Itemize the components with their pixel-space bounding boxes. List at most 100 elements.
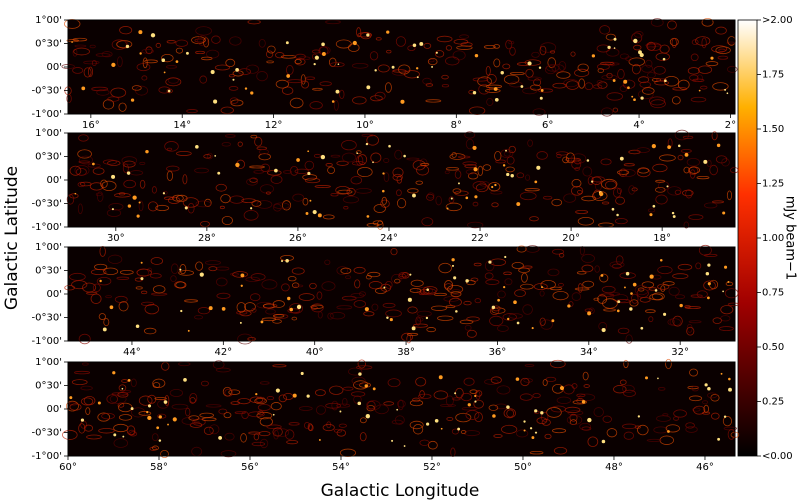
emission-filament — [160, 449, 169, 459]
point-source — [455, 310, 458, 313]
emission-filament — [82, 362, 89, 366]
point-source — [339, 410, 342, 413]
emission-filament — [682, 135, 694, 139]
emission-filament — [356, 365, 373, 370]
emission-filament — [304, 421, 311, 429]
emission-filament — [209, 424, 220, 435]
emission-filament — [655, 179, 666, 183]
emission-filament — [294, 284, 304, 288]
point-source — [623, 286, 626, 289]
emission-filament — [552, 290, 569, 301]
point-source — [540, 411, 544, 415]
emission-filament — [673, 409, 687, 418]
emission-filament — [473, 399, 484, 409]
emission-filament — [725, 281, 734, 287]
emission-filament — [638, 76, 650, 84]
emission-filament — [329, 311, 346, 320]
emission-filament — [114, 192, 131, 198]
emission-filament — [239, 310, 252, 317]
emission-filament — [409, 399, 424, 407]
emission-filament — [606, 428, 618, 438]
x-tick-label: 2° — [725, 120, 736, 131]
emission-filament — [259, 184, 274, 194]
emission-filament — [463, 300, 472, 306]
emission-filament — [527, 139, 533, 147]
emission-filament — [385, 281, 393, 289]
point-source — [698, 89, 701, 92]
emission-filament — [195, 200, 212, 208]
point-source — [527, 61, 532, 66]
emission-filament — [261, 317, 277, 322]
point-source — [722, 290, 724, 293]
emission-filament — [351, 391, 366, 397]
emission-filament — [342, 397, 348, 407]
emission-filament — [83, 60, 100, 65]
point-source — [671, 211, 675, 215]
emission-filament — [215, 266, 230, 271]
emission-filament — [339, 89, 345, 100]
point-source — [633, 98, 636, 102]
emission-filament — [614, 218, 628, 225]
point-source — [472, 91, 477, 95]
point-source — [630, 292, 633, 295]
point-source — [409, 273, 412, 276]
point-source — [457, 427, 461, 431]
emission-filament — [582, 166, 593, 177]
emission-filament — [237, 141, 243, 147]
emission-filament — [258, 38, 266, 48]
emission-filament — [645, 309, 656, 314]
emission-filament — [563, 193, 577, 203]
emission-filament — [370, 152, 382, 163]
point-source — [707, 296, 710, 300]
emission-filament — [466, 329, 477, 338]
point-source — [214, 154, 217, 157]
emission-filament — [69, 272, 86, 281]
emission-filament — [107, 254, 123, 264]
emission-filament — [84, 424, 94, 432]
emission-filament — [138, 200, 144, 212]
emission-filament — [491, 202, 499, 208]
emission-filament — [415, 377, 427, 387]
emission-filament — [374, 404, 389, 415]
emission-filament — [220, 450, 237, 458]
emission-filament — [301, 80, 310, 89]
colorbar-tick-label: 0.75 — [762, 288, 784, 299]
emission-filament — [136, 268, 150, 278]
point-source — [306, 394, 310, 398]
emission-filament — [294, 59, 302, 65]
point-source — [534, 409, 538, 413]
point-source — [616, 309, 620, 313]
point-source — [163, 400, 168, 404]
emission-filament — [245, 276, 260, 282]
y-tick-label: 1°00' — [35, 242, 62, 253]
point-source — [726, 92, 729, 95]
point-source — [599, 191, 604, 197]
emission-filament — [357, 359, 366, 369]
emission-filament — [358, 291, 367, 297]
emission-filament — [294, 168, 310, 174]
emission-filament — [592, 190, 608, 201]
emission-filament — [485, 65, 491, 76]
emission-filament — [106, 394, 119, 404]
emission-filament — [469, 389, 478, 394]
emission-filament — [449, 153, 466, 160]
emission-filament — [224, 432, 235, 441]
emission-filament — [367, 400, 376, 410]
emission-filament — [96, 191, 104, 202]
emission-filament — [73, 47, 90, 56]
emission-filament — [608, 292, 621, 296]
emission-filament — [696, 175, 710, 180]
emission-filament — [540, 279, 556, 290]
emission-filament — [194, 167, 209, 174]
emission-filament — [623, 163, 635, 167]
point-source — [127, 378, 131, 382]
emission-filament — [646, 72, 656, 79]
x-tick-label: 28° — [198, 233, 216, 244]
emission-filament — [529, 451, 544, 455]
emission-filament — [576, 271, 587, 275]
emission-filament — [71, 379, 88, 386]
emission-filament — [375, 37, 382, 41]
x-tick-label: 20° — [562, 233, 580, 244]
emission-filament — [284, 429, 295, 440]
point-source — [183, 378, 187, 382]
